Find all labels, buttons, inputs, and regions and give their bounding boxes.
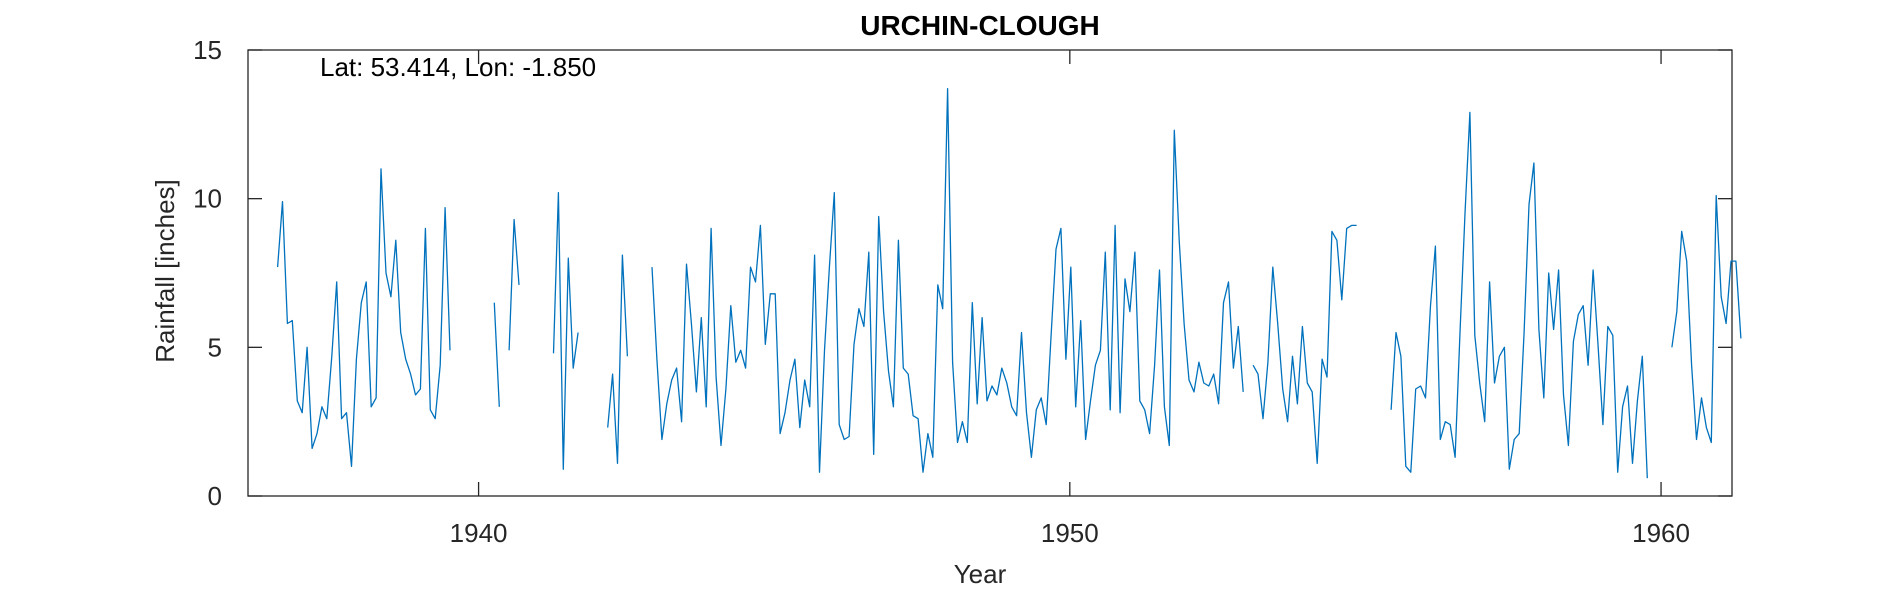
- rainfall-series-line: [276, 88, 1742, 479]
- x-tick-label: 1950: [1041, 518, 1099, 548]
- axes: 0 5 10 15 1940 1950 1960: [193, 35, 1733, 548]
- axes-box: [247, 49, 1733, 497]
- chart-title: URCHIN-CLOUGH: [860, 10, 1100, 41]
- x-axis-label: Year: [954, 559, 1007, 589]
- x-tick-label: 1960: [1632, 518, 1690, 548]
- x-tick-label: 1940: [450, 518, 508, 548]
- y-tick-label: 0: [208, 481, 222, 511]
- y-tick-label: 15: [193, 35, 222, 65]
- plot-area: [276, 88, 1742, 479]
- y-tick-label: 5: [208, 332, 222, 362]
- location-annotation: Lat: 53.414, Lon: -1.850: [320, 52, 596, 82]
- y-tick-label: 10: [193, 184, 222, 214]
- y-axis-label: Rainfall [inches]: [150, 179, 180, 363]
